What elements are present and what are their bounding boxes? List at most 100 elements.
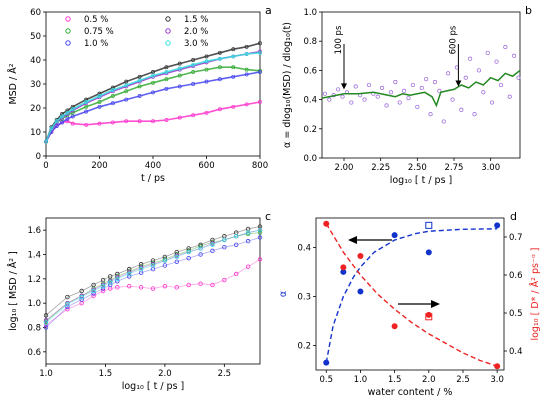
y-tick-label-b: 0.2: [303, 125, 317, 135]
data-point-b: [437, 88, 442, 93]
data-point-b: [498, 82, 503, 88]
legend-label-a: 2.0 %: [184, 27, 208, 37]
data-line-a: [45, 42, 261, 142]
data-line-c: [45, 259, 261, 326]
data-point-a: [124, 83, 129, 88]
data-point-a: [137, 78, 142, 83]
data-point-c: [174, 254, 179, 260]
data-point-a: [124, 79, 129, 84]
data-point-b: [415, 104, 420, 109]
data-point-b: [336, 87, 341, 92]
data-point-b: [481, 90, 486, 95]
data-point-a: [124, 119, 129, 124]
data-point-a: [164, 77, 169, 82]
x-tick-label-a: 800: [252, 161, 268, 171]
y-tick-label-b: 0.0: [303, 154, 317, 164]
data-point-b: [503, 44, 508, 50]
data-point-c: [198, 246, 203, 251]
data-point-b: [512, 53, 517, 58]
data-point-a: [217, 77, 222, 82]
data-point-c: [127, 271, 132, 277]
data-point-b: [446, 71, 451, 76]
data-line-c: [45, 237, 261, 328]
x-tick-label-d: 1.0: [354, 375, 368, 385]
data-point-a: [244, 72, 249, 77]
data-point-a: [137, 94, 142, 98]
data-line-a: [45, 50, 261, 142]
y-axis-label-d: α: [278, 291, 289, 297]
data-point-c: [43, 325, 49, 330]
y2-tick-label-d: 0.5: [509, 309, 523, 319]
y2-tick-label-d: 0.4: [509, 347, 523, 357]
data-point-c: [210, 282, 215, 288]
x-axis-label-c: log₁₀ [ t / ps ]: [122, 381, 185, 392]
legend-label-a: 3.0 %: [184, 39, 208, 49]
data-point-a: [177, 66, 182, 71]
data-point-b: [494, 59, 499, 64]
data-point-c: [162, 263, 168, 268]
data-point-b: [463, 75, 468, 80]
data-point-a: [204, 67, 209, 72]
data-point-a: [191, 113, 196, 118]
data-point-c: [91, 288, 96, 294]
data-point-c: [186, 249, 191, 255]
y-axis-label-c: log₁₀ [ MSD / Å² ]: [7, 251, 19, 331]
data-point-a: [164, 86, 169, 91]
y-tick-label-c: 0.6: [27, 348, 41, 358]
data-point-c: [210, 242, 215, 247]
data-point-a: [97, 100, 102, 104]
data-point-a: [244, 67, 249, 72]
data-point-a: [137, 84, 142, 89]
data-point-a: [217, 65, 222, 70]
data-point-c: [91, 293, 96, 299]
data-point-c: [186, 255, 191, 261]
data-point-a: [60, 114, 65, 119]
data-point-a: [231, 65, 236, 70]
annotation-arrowhead-b: [341, 83, 347, 90]
data-point-b: [388, 90, 393, 95]
x-tick-label-c: 2.5: [218, 369, 232, 379]
data-point-c: [174, 285, 179, 290]
data-point-b: [406, 96, 411, 101]
y-tick-label-c: 1.6: [27, 226, 41, 236]
data-point-a: [84, 109, 89, 114]
data-point-b: [490, 100, 495, 105]
data-point-a: [151, 70, 155, 74]
data-point-c: [198, 281, 203, 286]
x-tick-label-b: 3.00: [481, 163, 500, 173]
data-point-c: [79, 294, 84, 300]
data-line-c: [45, 226, 261, 316]
data-point-d: [391, 323, 398, 330]
plot-frame-c: [45, 217, 261, 365]
data-point-a: [164, 118, 169, 122]
panel-label-a: a: [265, 4, 272, 17]
y-tick-label-c: 1.0: [27, 299, 41, 309]
y-tick-label-a: 20: [30, 104, 41, 114]
x-tick-label-a: 400: [145, 161, 161, 171]
data-line-c: [45, 232, 261, 322]
y-axis-label-b: α = dlog₁₀(MSD) / dlog₁₀(t): [282, 22, 293, 148]
data-point-b: [424, 77, 429, 82]
y-tick-label-b: 0.6: [303, 66, 317, 76]
legend-marker-a: [165, 40, 171, 46]
data-point-b: [459, 107, 464, 112]
data-point-a: [217, 50, 222, 55]
x-tick-label-c: 2.0: [158, 369, 172, 379]
data-point-c: [174, 259, 179, 264]
data-point-a: [258, 50, 262, 55]
data-point-a: [231, 54, 236, 59]
data-point-a: [151, 90, 155, 95]
data-point-c: [115, 285, 120, 290]
legend-label-a: 0.75 %: [84, 27, 114, 37]
data-line-c: [45, 229, 261, 323]
y-tick-label-c: 1.4: [27, 251, 41, 261]
data-point-d: [340, 268, 347, 275]
y-tick-label-a: 40: [30, 56, 41, 66]
data-point-c: [257, 230, 263, 235]
data-point-b: [393, 80, 398, 85]
data-point-c: [150, 263, 156, 268]
annotation-label-b: 100 ps: [334, 25, 344, 54]
data-point-c: [234, 234, 239, 239]
y-tick-label-d: 0.4: [297, 243, 311, 253]
